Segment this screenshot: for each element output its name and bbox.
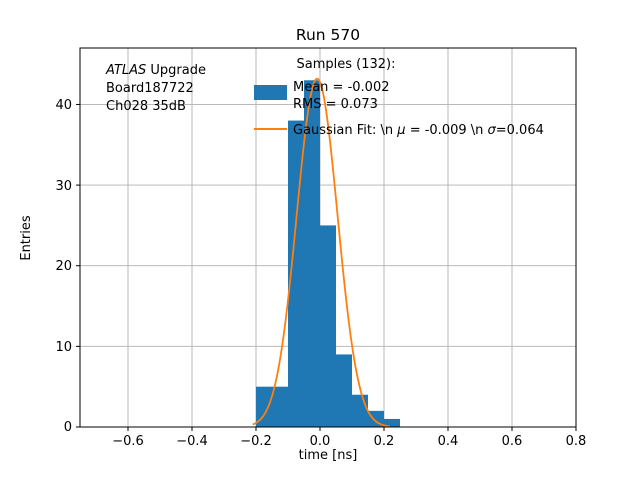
y-tick-label: 40 <box>55 98 72 113</box>
y-tick-label: 30 <box>55 179 72 194</box>
x-axis-label: time [ns] <box>299 448 358 463</box>
y-tick-label: 20 <box>55 259 72 274</box>
x-tick-label: −0.6 <box>112 434 144 449</box>
legend-histogram-swatch <box>254 85 287 100</box>
histogram-bar <box>256 386 272 427</box>
histogram-bar <box>336 354 352 427</box>
x-tick-label: 0.8 <box>566 434 587 449</box>
y-tick-label: 10 <box>55 340 72 355</box>
chart-title: Run 570 <box>296 26 360 44</box>
annotation-line-2: Board187722 <box>106 81 194 96</box>
x-tick-label: 0.2 <box>374 434 395 449</box>
plot-geometry <box>76 47 577 431</box>
legend-hist-rms: RMS = 0.073 <box>293 97 378 112</box>
legend-hist-mean: Mean = -0.002 <box>293 80 389 95</box>
y-tick-label: 0 <box>64 420 72 435</box>
annotation-line-1: ATLAS Upgrade <box>105 63 206 78</box>
axes-frame <box>79 47 577 428</box>
histogram-bar <box>320 225 336 427</box>
histogram-bar <box>304 80 320 428</box>
gaussian-fit-curve <box>252 77 390 428</box>
x-tick-label: 0.4 <box>438 434 459 449</box>
x-tick-label: 0.0 <box>310 434 331 449</box>
x-tick-label: −0.2 <box>240 434 272 449</box>
x-tick-label: 0.6 <box>502 434 523 449</box>
histogram-bar <box>288 120 304 428</box>
x-tick-label: −0.4 <box>176 434 208 449</box>
histogram-bar <box>384 418 400 427</box>
histogram-bar <box>272 386 288 427</box>
y-axis-label: Entries <box>19 215 34 261</box>
legend-gaussian-label: Gaussian Fit: \n μ = -0.009 \n σ=0.064 <box>293 123 544 138</box>
annotation-line-3: Ch028 35dB <box>106 99 186 114</box>
legend-title: Samples (132): <box>297 57 396 72</box>
histogram-bar <box>352 394 368 427</box>
